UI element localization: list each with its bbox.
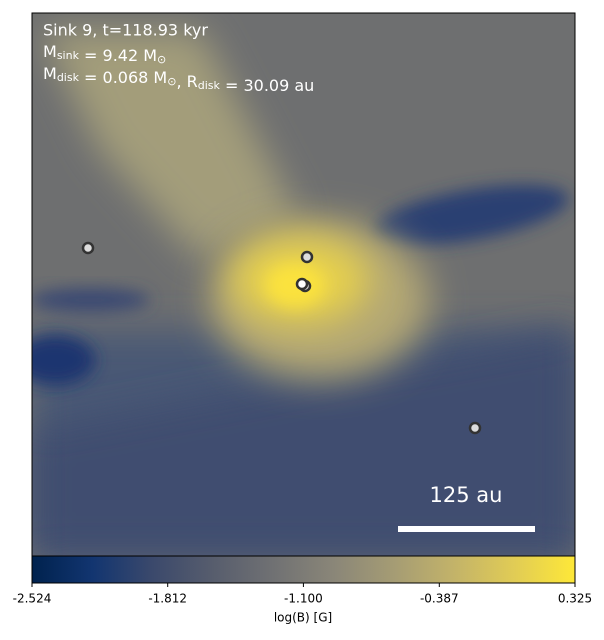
sink-marker xyxy=(81,241,95,255)
sink-markers xyxy=(81,241,482,435)
annotation: Mdisk = 0.068 M⊙, Rdisk = 30.09 au xyxy=(43,64,314,95)
annotation-text: = 9.42 M xyxy=(79,46,157,65)
sink-marker xyxy=(295,277,309,291)
colorbar-ticks: -2.524 -1.812 -1.100 -0.387 0.325 xyxy=(13,583,592,606)
title: Sink 9, t=118.93 kyr xyxy=(43,21,208,40)
annotations: Msink = 9.42 M⊙Mdisk = 0.068 M⊙, Rdisk =… xyxy=(43,42,314,95)
sink-marker xyxy=(468,421,482,435)
colorbar-tick-label: -1.100 xyxy=(284,592,323,606)
colorbar xyxy=(31,555,576,584)
colorbar-tick-label: -2.524 xyxy=(13,592,52,606)
colorbar-tick-label: -0.387 xyxy=(420,592,459,606)
colorbar-tick-label: 0.325 xyxy=(558,592,592,606)
field-map xyxy=(32,13,575,556)
colorbar-tick-label: -1.812 xyxy=(148,592,187,606)
sink-marker xyxy=(300,250,314,264)
annotation-subscript: disk xyxy=(57,71,80,84)
scale-bar xyxy=(398,526,535,532)
annotation-subscript: ⊙ xyxy=(167,75,176,88)
annotation-subscript: ⊙ xyxy=(157,53,166,66)
annotation: Msink = 9.42 M⊙ xyxy=(43,42,166,67)
annotation-text: , R xyxy=(176,72,197,91)
annotation-text: M xyxy=(43,42,57,61)
annotation-subscript: sink xyxy=(57,49,80,62)
scale-bar-label: 125 au xyxy=(430,483,503,507)
annotation-text: = 30.09 au xyxy=(220,76,314,95)
annotation-subscript: disk xyxy=(198,79,221,92)
annotation-text: M xyxy=(43,64,57,83)
annotation-text: = 0.068 M xyxy=(79,68,167,87)
colorbar-label: log(B) [G] xyxy=(274,611,332,625)
